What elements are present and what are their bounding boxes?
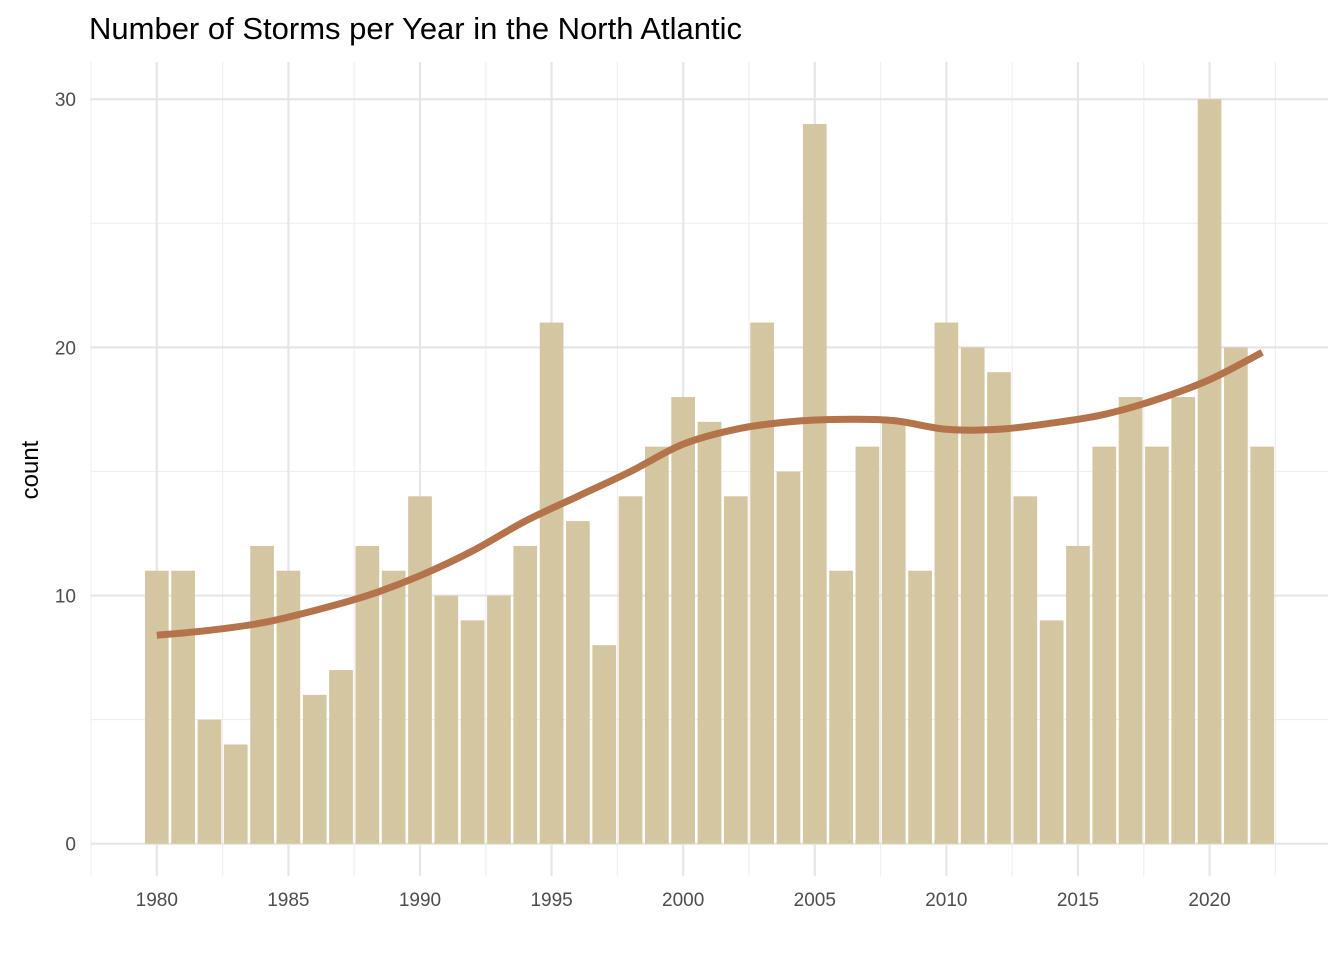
bar-2001 — [697, 421, 722, 844]
x-tick-label-2020: 2020 — [1188, 890, 1230, 911]
bar-1982 — [197, 719, 222, 844]
bar-2015 — [1066, 545, 1090, 844]
y-tick-label-0: 0 — [65, 835, 76, 856]
bar-1981 — [171, 570, 195, 844]
x-tick-label-2000: 2000 — [662, 890, 704, 911]
bar-2000 — [671, 397, 696, 844]
bar-2016 — [1092, 446, 1117, 844]
bar-2011 — [960, 347, 985, 844]
chart-title: Number of Storms per Year in the North A… — [89, 11, 742, 46]
y-tick-label-20: 20 — [55, 338, 76, 359]
bar-2007 — [855, 446, 880, 844]
bar-2014 — [1039, 620, 1064, 844]
bar-1989 — [381, 570, 406, 844]
bar-1993 — [487, 595, 511, 844]
bar-1999 — [645, 446, 669, 844]
bar-2003 — [750, 322, 774, 844]
x-tick-label-2010: 2010 — [925, 890, 967, 911]
x-tick-label-1980: 1980 — [136, 890, 178, 911]
bar-2004 — [776, 471, 801, 844]
bar-1988 — [355, 545, 380, 844]
bar-1985 — [276, 570, 301, 844]
y-tick-label-30: 30 — [55, 90, 76, 111]
y-tick-label-10: 10 — [55, 587, 76, 608]
y-axis-label: count — [17, 440, 44, 499]
bar-1997 — [592, 645, 617, 844]
bar-2020 — [1197, 99, 1222, 844]
x-tick-label-2015: 2015 — [1057, 890, 1099, 911]
bar-2002 — [723, 496, 748, 844]
bar-2012 — [987, 372, 1011, 844]
x-tick-label-1990: 1990 — [399, 890, 441, 911]
x-tick-label-1995: 1995 — [530, 890, 572, 911]
bar-1994 — [513, 545, 538, 844]
bar-1984 — [250, 545, 274, 844]
x-tick-label-1985: 1985 — [267, 890, 309, 911]
y-axis-ticks: 0 10 20 30 — [55, 90, 76, 856]
bar-1991 — [434, 595, 459, 844]
bar-1986 — [302, 694, 327, 844]
bar-2018 — [1145, 446, 1169, 844]
bars — [144, 99, 1275, 844]
bar-2006 — [829, 570, 853, 844]
x-axis-ticks: 1980 1985 1990 1995 2000 2005 2010 2015 2020 — [136, 890, 1231, 911]
bar-1995 — [539, 322, 564, 844]
bar-2013 — [1013, 496, 1038, 844]
bar-1983 — [223, 744, 248, 844]
trend-line — [156, 349, 1264, 639]
bar-2022 — [1250, 446, 1275, 844]
bar-2005 — [802, 124, 827, 844]
bar-2017 — [1118, 397, 1143, 844]
bar-2021 — [1224, 347, 1248, 844]
trend-line-group — [156, 349, 1264, 639]
bar-1990 — [408, 496, 432, 844]
bar-1992 — [460, 620, 485, 844]
bar-1987 — [329, 670, 353, 844]
bar-1998 — [618, 496, 643, 844]
bar-1996 — [566, 521, 590, 844]
bar-2010 — [934, 322, 959, 844]
bar-2009 — [908, 570, 932, 844]
x-tick-label-2005: 2005 — [794, 890, 836, 911]
bar-2008 — [881, 421, 906, 844]
bar-2019 — [1171, 397, 1196, 844]
bar-1980 — [144, 570, 169, 844]
